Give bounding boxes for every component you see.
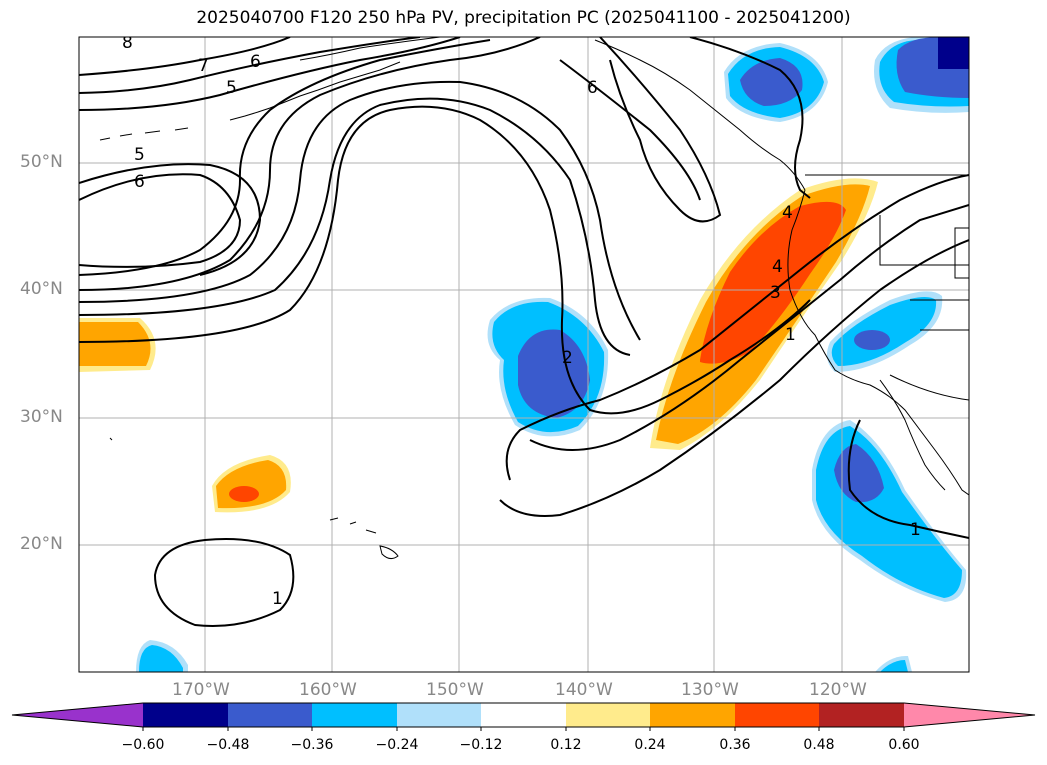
contour-label: 4 [782, 203, 793, 223]
contour-label: 7 [198, 56, 209, 76]
contour-label: 4 [772, 257, 783, 277]
colorbar-tick-label: 0.36 [719, 737, 751, 753]
lat-label: 50°N [20, 152, 63, 172]
lon-label: 130°W [681, 680, 739, 700]
colorbar-segment [566, 703, 650, 727]
colorbar-segment [312, 703, 397, 727]
contour-label: 5 [134, 145, 145, 165]
contour-label: 1 [785, 325, 796, 345]
lon-label: 150°W [426, 680, 484, 700]
colorbar-tick-label: −0.12 [459, 737, 503, 753]
colorbar-segment [735, 703, 819, 727]
map-title: 2025040700 F120 250 hPa PV, precipitatio… [196, 8, 851, 28]
colorbar-tick-label: 0.12 [550, 737, 582, 753]
contour-label: 6 [587, 78, 598, 98]
lon-label: 140°W [555, 680, 613, 700]
lat-label: 40°N [20, 279, 63, 299]
precip-shading [79, 37, 969, 672]
colorbar-segment [228, 703, 312, 727]
colorbar-tick-label: 0.24 [634, 737, 666, 753]
lat-label: 20°N [20, 534, 63, 554]
contour-label: 6 [250, 52, 261, 72]
colorbar-tick-label: −0.24 [375, 737, 419, 753]
colorbar-extend-min [12, 703, 143, 727]
colorbar-segment [650, 703, 735, 727]
colorbar-segment [397, 703, 481, 727]
contour-label: 5 [226, 78, 237, 98]
colorbar-tick-label: −0.48 [206, 737, 250, 753]
colorbar [11, 702, 1036, 731]
contour-label: 1 [272, 589, 283, 609]
map-frame [78, 36, 970, 673]
colorbar-segment [819, 703, 904, 727]
colorbar-extend-max [904, 703, 1035, 727]
lon-label: 160°W [299, 680, 357, 700]
lon-label: 120°W [809, 680, 867, 700]
lon-label: 170°W [172, 680, 230, 700]
contour-label: 1 [910, 520, 921, 540]
contour-label: 2 [562, 348, 573, 368]
coastlines [99, 37, 969, 560]
contour-label: 3 [770, 283, 781, 303]
colorbar-tick-label: −0.60 [121, 737, 165, 753]
lat-label: 30°N [20, 407, 63, 427]
colorbar-tick-label: 0.48 [803, 737, 835, 753]
colorbar-segment [481, 703, 566, 727]
colorbar-tick-label: −0.36 [290, 737, 334, 753]
pv-contour-labels: 8 7 6 5 5 6 6 2 4 3 1 4 1 1 [122, 33, 921, 609]
colorbar-segment [143, 703, 228, 727]
contour-label: 6 [134, 172, 145, 192]
contour-label: 8 [122, 33, 133, 53]
colorbar-tick-label: 0.60 [888, 737, 920, 753]
pv-contours [79, 37, 969, 627]
gridlines [79, 37, 969, 672]
